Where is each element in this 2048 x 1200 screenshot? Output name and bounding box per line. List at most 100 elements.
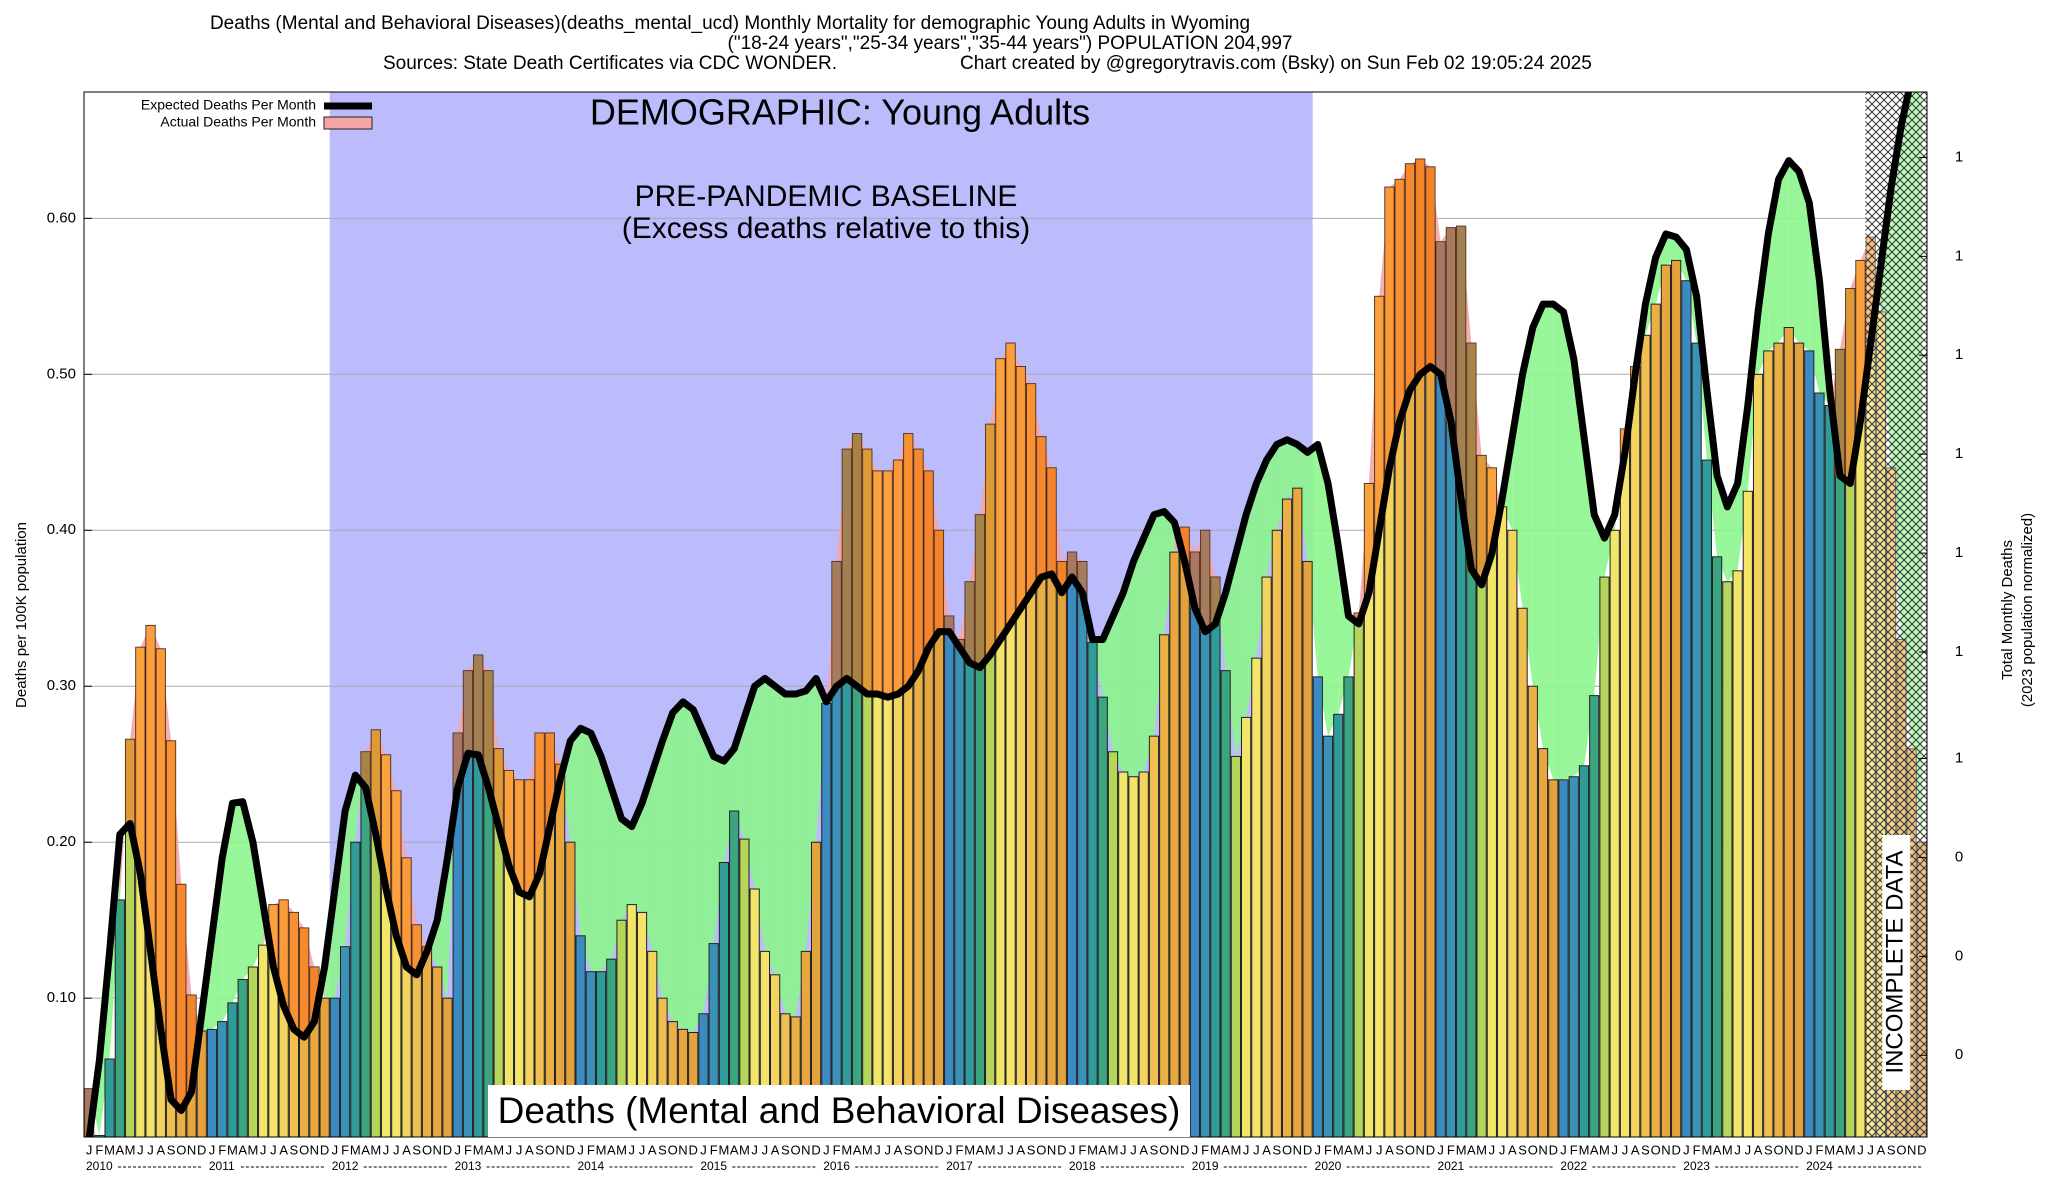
y2-tick-label: 1 — [1955, 346, 1963, 363]
x-tick-label: M — [1087, 1142, 1098, 1157]
x-tick-label: A — [976, 1142, 985, 1157]
x-tick-label: D — [1426, 1142, 1435, 1157]
x-tick-label: O — [422, 1142, 432, 1157]
bar — [1537, 748, 1549, 1137]
excess-overlay — [1077, 561, 1087, 593]
deficit-fill — [754, 678, 765, 952]
bar — [1599, 576, 1610, 1137]
deficit-fill — [570, 728, 581, 936]
x-tick-label: J — [762, 1142, 769, 1157]
bar — [442, 997, 453, 1137]
legend-label: Actual Deaths Per Month — [160, 114, 316, 130]
x-tick-label: J — [393, 1142, 400, 1157]
x-tick-label: O — [1405, 1142, 1415, 1157]
x-tick-label: M — [125, 1142, 136, 1157]
x-tick-label: J — [1069, 1142, 1076, 1157]
deficit-fill — [693, 709, 704, 1033]
y2-tick-label: 1 — [1955, 148, 1963, 165]
deficit-fill — [560, 740, 571, 843]
x-tick-label: J — [639, 1142, 646, 1157]
deficit-fill — [447, 733, 458, 999]
bar — [1312, 676, 1323, 1137]
excess-overlay — [924, 471, 934, 648]
bar — [1578, 765, 1590, 1137]
bar — [1169, 551, 1180, 1137]
bar — [217, 1021, 228, 1137]
bar — [1691, 342, 1702, 1137]
excess-overlay — [1487, 467, 1497, 554]
x-tick-label: J — [1366, 1142, 1373, 1157]
x-tick-label: A — [1385, 1142, 1394, 1157]
bar — [1077, 560, 1088, 1137]
x-tick-label: N — [1170, 1142, 1179, 1157]
deficit-fill — [1143, 514, 1154, 773]
x-tick-label: F — [955, 1142, 963, 1157]
bar — [575, 935, 586, 1137]
x-tick-label: D — [1303, 1142, 1312, 1157]
x-tick-label: M — [1701, 1142, 1712, 1157]
deficit-fill — [775, 686, 786, 1014]
bar — [636, 911, 648, 1137]
x-tick-label: J — [454, 1142, 461, 1157]
deficit-fill — [785, 694, 796, 1017]
x-tick-label: A — [771, 1142, 780, 1157]
excess-overlay — [1067, 552, 1077, 578]
x-tick-label: J — [1857, 1142, 1864, 1157]
excess-overlay — [934, 530, 944, 632]
deficit-fill — [1287, 439, 1298, 500]
x-tick-label: S — [781, 1142, 790, 1157]
excess-overlay — [842, 449, 852, 679]
x-tick-label: D — [443, 1142, 452, 1157]
x-tick-label: S — [1518, 1142, 1527, 1157]
x-tick-label: S — [1395, 1142, 1404, 1157]
x-tick-label: N — [1415, 1142, 1424, 1157]
x-tick-label: D — [1794, 1142, 1803, 1157]
x-tick-label: S — [290, 1142, 299, 1157]
bar — [1322, 735, 1334, 1137]
x-tick-label: O — [1036, 1142, 1046, 1157]
bar — [1353, 612, 1364, 1137]
x-tick-label: J — [946, 1142, 953, 1157]
deficit-fill — [1317, 444, 1329, 737]
bar — [1609, 529, 1620, 1137]
year-label: 2016 — [823, 1159, 850, 1173]
x-tick-label: J — [1499, 1142, 1506, 1157]
excess-overlay — [145, 625, 156, 952]
x-tick-label: F — [218, 1142, 226, 1157]
deficit-fill — [764, 678, 776, 975]
year-label: 2021 — [1438, 1159, 1465, 1173]
excess-overlay — [279, 899, 289, 1006]
deficit-fill — [1778, 160, 1789, 344]
excess-overlay — [1364, 483, 1374, 593]
bar — [954, 638, 965, 1137]
excess-overlay — [1036, 436, 1046, 578]
deficit-fill — [1655, 233, 1666, 305]
x-tick-label: N — [310, 1142, 319, 1157]
x-tick-label: F — [95, 1142, 103, 1157]
excess-overlay — [391, 790, 401, 936]
chart-title: Deaths (Mental and Behavioral Diseases)(… — [210, 13, 1250, 34]
year-label: 2019 — [1192, 1159, 1219, 1173]
bar — [1824, 405, 1835, 1137]
x-tick-label: A — [853, 1142, 862, 1157]
excess-overlay — [893, 460, 903, 695]
bar — [1496, 506, 1508, 1137]
x-tick-label: M — [841, 1142, 852, 1157]
x-tick-label: M — [1230, 1142, 1241, 1157]
bar — [94, 1134, 105, 1137]
bar — [1097, 696, 1108, 1137]
deficit-fill — [1113, 592, 1124, 773]
x-tick-label: J — [700, 1142, 707, 1157]
excess-overlay — [309, 966, 319, 1022]
y-tick-label: 0.50 — [47, 365, 76, 382]
x-tick-label: S — [1641, 1142, 1650, 1157]
deficit-fill — [1276, 439, 1288, 531]
deficit-fill — [642, 772, 653, 952]
x-tick-label: M — [862, 1142, 873, 1157]
expected-line — [85, 92, 1913, 1137]
x-tick-label: J — [1437, 1142, 1444, 1157]
x-tick-label: S — [535, 1142, 544, 1157]
excess-overlay — [176, 884, 186, 1111]
deficit-fill — [232, 801, 243, 1003]
